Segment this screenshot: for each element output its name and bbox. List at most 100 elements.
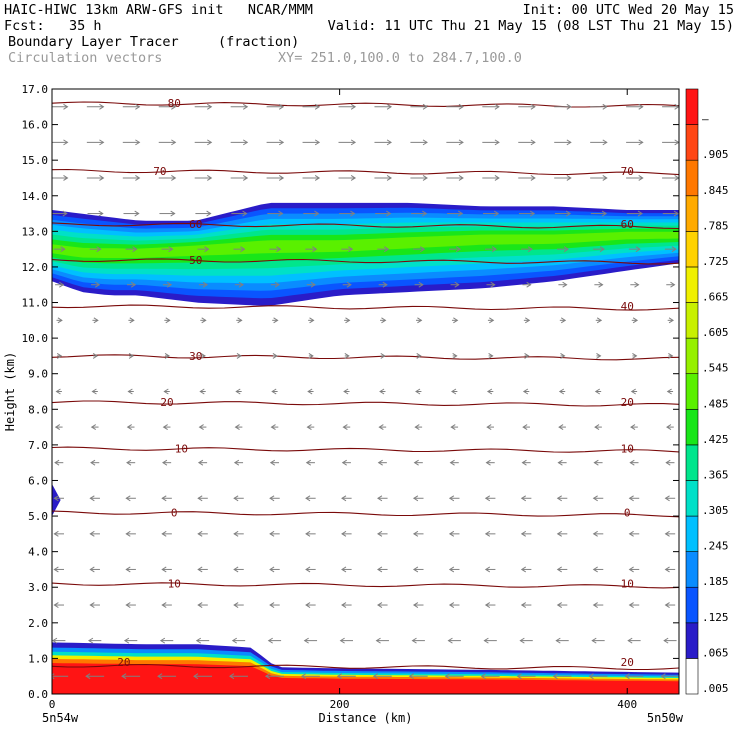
circulation-vector	[270, 424, 279, 431]
vector-head	[165, 317, 171, 324]
circulation-vector	[54, 424, 63, 431]
vector-head	[566, 103, 572, 110]
vector-head	[638, 139, 644, 146]
circulation-vector	[339, 210, 356, 217]
circulation-vector	[236, 317, 243, 324]
circulation-vector	[231, 210, 248, 217]
circulation-vector	[557, 246, 569, 253]
colorbar-label: –	[702, 113, 709, 126]
vector-head	[602, 139, 608, 146]
contour-line-70	[52, 168, 679, 176]
colorbar-label: .005	[702, 682, 729, 695]
contour-line-50	[52, 258, 679, 265]
circulation-vector	[488, 352, 494, 359]
circulation-vector	[554, 103, 572, 110]
circulation-vector	[306, 424, 315, 431]
colorbar-label: .185	[702, 575, 729, 588]
vector-head	[592, 566, 598, 573]
vector-head	[449, 459, 455, 466]
vector-head	[63, 139, 69, 146]
contour-label: 10	[175, 442, 188, 455]
circulation-vector	[55, 281, 65, 288]
vector-head	[664, 530, 670, 537]
circulation-vector	[126, 459, 136, 466]
circulation-vector	[630, 281, 640, 288]
vector-head	[242, 210, 248, 217]
circulation-vector	[336, 673, 356, 680]
contour-label: 80	[168, 97, 181, 110]
vector-head	[412, 566, 419, 573]
vector-head	[557, 459, 563, 466]
circulation-vector	[125, 246, 138, 253]
vector-head	[526, 281, 532, 288]
circulation-vector	[52, 637, 66, 644]
vector-head	[458, 103, 464, 110]
contour-label: 10	[621, 442, 634, 455]
y-tick-label: 0.0	[28, 688, 48, 701]
circulation-vector	[410, 139, 428, 146]
y-tick-label: 12.0	[22, 261, 49, 274]
y-tick-label: 4.0	[28, 546, 48, 559]
circulation-vector	[307, 388, 314, 395]
circulation-vector	[487, 317, 495, 324]
vector-head	[161, 495, 167, 502]
circulation-vector	[378, 281, 388, 288]
y-tick-label: 6.0	[28, 474, 48, 487]
vector-head	[628, 602, 634, 608]
circulation-vector	[306, 281, 316, 288]
vector-head	[168, 246, 174, 253]
vector-head	[480, 673, 486, 680]
vector-head	[558, 388, 565, 395]
vector-head	[520, 566, 527, 573]
vector-head	[170, 210, 176, 217]
vector-head	[494, 139, 500, 146]
circulation-vector	[162, 459, 172, 466]
vector-head	[560, 352, 566, 359]
vector-head	[558, 424, 564, 431]
vector-head	[529, 210, 536, 217]
vector-head	[377, 602, 383, 608]
vector-head	[197, 495, 203, 502]
circulation-vector	[89, 530, 100, 537]
circulation-vector	[451, 317, 459, 324]
circulation-vector	[197, 246, 210, 253]
vector-head	[96, 246, 102, 253]
plot-frame	[51, 88, 680, 695]
colorbar-swatch	[685, 337, 699, 375]
vector-head	[454, 281, 460, 288]
circulation-vector	[235, 388, 242, 395]
vector-head	[386, 139, 393, 146]
circulation-vector	[92, 352, 99, 359]
circulation-vector	[486, 281, 496, 288]
vector-head	[668, 317, 675, 324]
circulation-vector	[451, 388, 458, 395]
circulation-vector	[630, 424, 638, 431]
vector-head	[197, 602, 203, 608]
vector-head	[273, 317, 279, 324]
circulation-vector	[592, 602, 604, 608]
circulation-vector	[90, 424, 99, 431]
circulation-vector	[518, 103, 536, 110]
vector-head	[242, 175, 249, 181]
vector-head	[383, 246, 390, 253]
vector-head	[628, 495, 634, 502]
colorbar-swatch	[685, 266, 699, 303]
vector-head	[312, 246, 318, 253]
colorbar-swatch	[685, 302, 699, 339]
circulation-vector	[484, 566, 496, 573]
vector-head	[128, 352, 135, 359]
vector-head	[85, 673, 91, 680]
vector-head	[161, 566, 167, 573]
circulation-vector	[53, 495, 64, 502]
contour-label: 20	[621, 656, 634, 669]
x-end-label-right: 5n50w	[647, 711, 684, 725]
vector-head	[530, 175, 536, 181]
vector-head	[486, 424, 492, 431]
circulation-vector	[483, 637, 497, 644]
circulation-vector	[341, 246, 354, 253]
y-tick-label: 7.0	[28, 439, 48, 452]
circulation-vector	[664, 530, 676, 537]
circulation-vector	[126, 281, 137, 288]
colorbar-swatch	[685, 586, 699, 624]
circulation-vector	[121, 673, 141, 680]
